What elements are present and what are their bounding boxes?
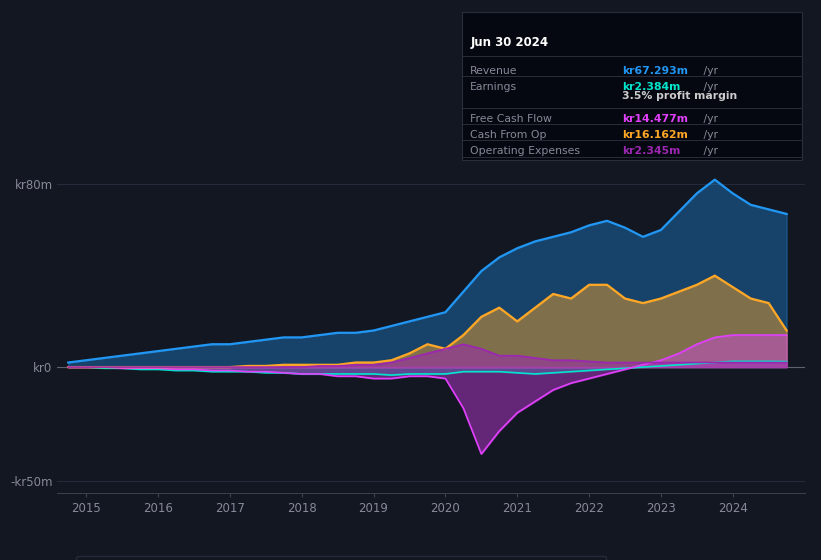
Text: /yr: /yr (700, 114, 718, 124)
Text: Free Cash Flow: Free Cash Flow (470, 114, 552, 124)
Text: Earnings: Earnings (470, 82, 517, 92)
Text: kr14.477m: kr14.477m (622, 114, 688, 124)
Text: /yr: /yr (700, 82, 718, 92)
Text: /yr: /yr (700, 147, 718, 156)
Text: kr16.162m: kr16.162m (622, 130, 688, 141)
Text: Cash From Op: Cash From Op (470, 130, 547, 141)
Text: /yr: /yr (700, 66, 718, 76)
Text: kr67.293m: kr67.293m (622, 66, 688, 76)
Text: 3.5% profit margin: 3.5% profit margin (622, 91, 737, 101)
Text: kr2.345m: kr2.345m (622, 147, 681, 156)
Text: Revenue: Revenue (470, 66, 518, 76)
Text: Operating Expenses: Operating Expenses (470, 147, 580, 156)
Text: kr2.384m: kr2.384m (622, 82, 681, 92)
Legend: Revenue, Earnings, Free Cash Flow, Cash From Op, Operating Expenses: Revenue, Earnings, Free Cash Flow, Cash … (76, 556, 606, 560)
Text: /yr: /yr (700, 130, 718, 141)
Text: Jun 30 2024: Jun 30 2024 (470, 35, 548, 49)
